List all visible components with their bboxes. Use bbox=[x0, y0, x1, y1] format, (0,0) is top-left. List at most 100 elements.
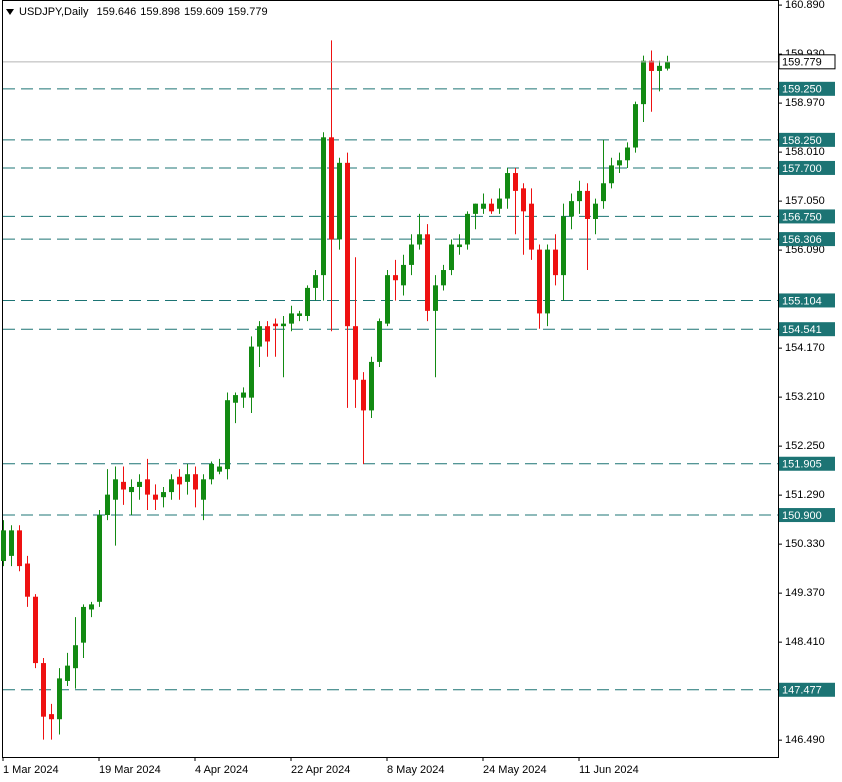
candle-body bbox=[209, 464, 214, 480]
y-tick-label: 150.330 bbox=[785, 538, 825, 550]
candle-body bbox=[433, 285, 438, 311]
level-label-box bbox=[779, 81, 835, 96]
candle-body bbox=[177, 476, 182, 485]
x-tick-label: 1 Mar 2024 bbox=[3, 764, 59, 776]
candle-body bbox=[529, 203, 534, 250]
candle-body bbox=[609, 165, 614, 184]
low-value: 159.609 bbox=[184, 6, 224, 18]
candle-body bbox=[257, 326, 262, 347]
y-tick-label: 158.010 bbox=[785, 146, 825, 158]
candle-body bbox=[409, 244, 414, 265]
x-tick-label: 11 Jun 2024 bbox=[579, 764, 639, 776]
candle-body bbox=[417, 234, 422, 245]
candle-body bbox=[137, 481, 142, 487]
candle-body bbox=[497, 198, 502, 209]
last-price-box bbox=[778, 54, 836, 70]
level-label: 147.477 bbox=[782, 685, 822, 697]
candle-body bbox=[337, 162, 342, 240]
level-label: 151.905 bbox=[782, 459, 822, 471]
candle-body bbox=[161, 492, 166, 498]
candle-body bbox=[249, 346, 254, 398]
candle-body bbox=[201, 479, 206, 500]
candle-body bbox=[513, 173, 518, 191]
level-label-box bbox=[779, 232, 835, 247]
candle-body bbox=[265, 326, 270, 342]
level-label-box bbox=[779, 132, 835, 147]
candle-body bbox=[49, 714, 54, 720]
candle-body bbox=[425, 234, 430, 311]
candle-body bbox=[449, 244, 454, 271]
candle-body bbox=[113, 479, 118, 500]
x-tick-label: 19 Mar 2024 bbox=[99, 764, 161, 776]
candle-body bbox=[97, 515, 102, 602]
candle-body bbox=[65, 665, 70, 681]
y-tick-label: 146.490 bbox=[785, 734, 825, 746]
level-label: 158.250 bbox=[782, 135, 822, 147]
candle-body bbox=[121, 481, 126, 490]
level-label: 150.900 bbox=[782, 510, 822, 522]
candle-body bbox=[657, 65, 662, 71]
candle-body bbox=[601, 183, 606, 202]
candle-body bbox=[457, 244, 462, 248]
y-tick-label: 160.890 bbox=[785, 0, 825, 11]
candle-body bbox=[377, 321, 382, 362]
candle-body bbox=[9, 530, 14, 556]
candle-body bbox=[633, 104, 638, 148]
y-tick-label: 154.170 bbox=[785, 342, 825, 354]
candle-body bbox=[33, 596, 38, 664]
candle-body bbox=[385, 275, 390, 324]
level-label-box bbox=[779, 160, 835, 175]
candle-body bbox=[225, 400, 230, 470]
x-tick-label: 4 Apr 2024 bbox=[195, 764, 248, 776]
candle-body bbox=[649, 60, 654, 71]
candle-body bbox=[81, 606, 86, 643]
candle-body bbox=[185, 474, 190, 482]
level-label-box bbox=[779, 293, 835, 308]
candle-body bbox=[473, 203, 478, 214]
candle-body bbox=[537, 249, 542, 314]
candle-body bbox=[41, 663, 46, 717]
level-label: 156.750 bbox=[782, 211, 822, 223]
open-value: 159.646 bbox=[97, 6, 137, 18]
symbol: USDJPY,Daily bbox=[19, 6, 89, 18]
candle-body bbox=[393, 275, 398, 281]
level-label: 156.306 bbox=[782, 234, 822, 246]
candle-body bbox=[289, 313, 294, 324]
candle-body bbox=[569, 201, 574, 217]
candle-body bbox=[89, 604, 94, 610]
high-value: 159.898 bbox=[140, 6, 180, 18]
level-label-box bbox=[779, 322, 835, 337]
menu-arrow bbox=[6, 9, 14, 15]
plot-frame bbox=[2, 0, 779, 758]
candle-body bbox=[441, 270, 446, 286]
candle-body bbox=[241, 392, 246, 398]
y-tick-label: 156.090 bbox=[785, 244, 825, 256]
candle-body bbox=[281, 323, 286, 327]
chart-title: USDJPY,Daily 159.646 159.898 159.609 159.779 bbox=[19, 6, 268, 18]
candle-body bbox=[1, 530, 6, 561]
close-value: 159.779 bbox=[228, 6, 268, 18]
candle-body bbox=[217, 466, 222, 472]
candle-body bbox=[465, 213, 470, 245]
level-label-box bbox=[779, 456, 835, 471]
candle-body bbox=[233, 395, 238, 403]
candle-body bbox=[505, 173, 510, 199]
y-tick-label: 151.290 bbox=[785, 489, 825, 501]
candle-body bbox=[25, 563, 30, 597]
y-tick-label: 148.410 bbox=[785, 636, 825, 648]
y-tick-label: 157.050 bbox=[785, 195, 825, 207]
candle-body bbox=[345, 162, 350, 327]
level-label-box bbox=[779, 508, 835, 523]
candle-body bbox=[313, 275, 318, 288]
candle-body bbox=[329, 137, 334, 240]
candle-body bbox=[321, 137, 326, 276]
level-label-box bbox=[779, 209, 835, 224]
level-label: 155.104 bbox=[782, 295, 822, 307]
candle-body bbox=[521, 188, 526, 212]
candle-body bbox=[617, 160, 622, 166]
x-tick-label: 8 May 2024 bbox=[387, 764, 444, 776]
candle-body bbox=[105, 494, 110, 516]
candle-body bbox=[489, 203, 494, 212]
